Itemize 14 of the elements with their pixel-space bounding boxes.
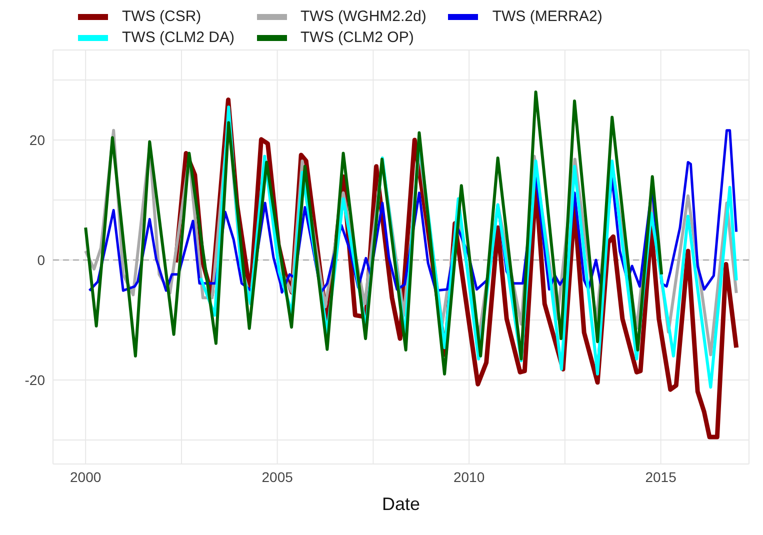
legend-label: TWS (CLM2 OP) <box>300 29 414 46</box>
legend-label: TWS (CSR) <box>122 8 202 25</box>
y-tick-label: 20 <box>29 132 46 148</box>
line-series <box>84 90 664 376</box>
legend-label: TWS (WGHM2.2d) <box>300 8 426 25</box>
x-tick-label: 2015 <box>645 468 677 485</box>
y-tick-label: 0 <box>37 252 46 268</box>
y-tick-label: -20 <box>24 372 46 388</box>
x-tick-label: 2005 <box>262 468 294 485</box>
legend-label: TWS (CLM2 DA) <box>122 29 234 46</box>
x-tick-label: 2010 <box>453 468 485 485</box>
legend-label: TWS (MERRA2) <box>492 8 602 25</box>
x-tick-label: 2000 <box>70 468 102 485</box>
x-axis-title: Date <box>382 494 420 514</box>
